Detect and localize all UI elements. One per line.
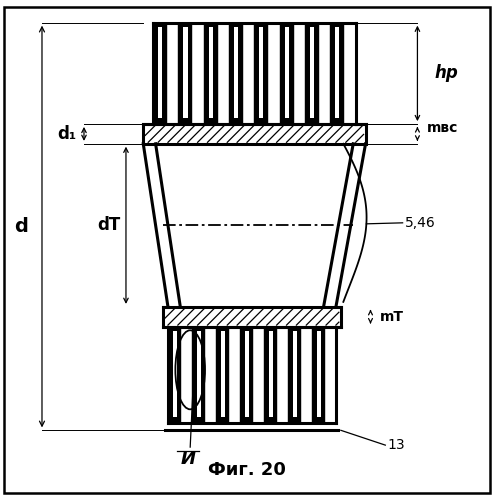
Text: dТ: dТ bbox=[97, 216, 121, 234]
Polygon shape bbox=[330, 23, 344, 124]
Polygon shape bbox=[197, 330, 201, 417]
Polygon shape bbox=[292, 330, 296, 417]
Polygon shape bbox=[234, 26, 238, 118]
Polygon shape bbox=[220, 330, 225, 417]
Text: d: d bbox=[14, 217, 28, 236]
Polygon shape bbox=[305, 23, 319, 124]
Polygon shape bbox=[183, 26, 188, 118]
Polygon shape bbox=[240, 326, 253, 423]
Text: 13: 13 bbox=[388, 438, 406, 452]
Text: 5,46: 5,46 bbox=[405, 216, 436, 230]
Polygon shape bbox=[335, 26, 339, 118]
Polygon shape bbox=[163, 307, 341, 326]
Polygon shape bbox=[317, 330, 321, 417]
Polygon shape bbox=[204, 23, 218, 124]
Polygon shape bbox=[158, 26, 162, 118]
Polygon shape bbox=[208, 26, 213, 118]
Polygon shape bbox=[259, 26, 263, 118]
Text: d₁: d₁ bbox=[57, 125, 76, 143]
Polygon shape bbox=[288, 326, 301, 423]
Polygon shape bbox=[312, 326, 325, 423]
Text: mТ: mТ bbox=[379, 310, 404, 324]
Polygon shape bbox=[269, 330, 273, 417]
Text: hр: hр bbox=[435, 64, 458, 82]
Polygon shape bbox=[229, 23, 243, 124]
Polygon shape bbox=[280, 23, 293, 124]
Polygon shape bbox=[254, 23, 268, 124]
Polygon shape bbox=[143, 144, 366, 307]
Text: Фиг. 20: Фиг. 20 bbox=[208, 461, 286, 479]
Polygon shape bbox=[168, 326, 181, 423]
Polygon shape bbox=[143, 124, 366, 144]
Polygon shape bbox=[264, 326, 277, 423]
Polygon shape bbox=[153, 23, 167, 124]
Polygon shape bbox=[192, 326, 205, 423]
Polygon shape bbox=[310, 26, 314, 118]
Text: И: И bbox=[180, 450, 195, 468]
Polygon shape bbox=[285, 26, 289, 118]
Polygon shape bbox=[216, 326, 229, 423]
Polygon shape bbox=[172, 330, 176, 417]
Text: mвс: mвс bbox=[427, 121, 459, 135]
Polygon shape bbox=[245, 330, 248, 417]
Polygon shape bbox=[178, 23, 192, 124]
